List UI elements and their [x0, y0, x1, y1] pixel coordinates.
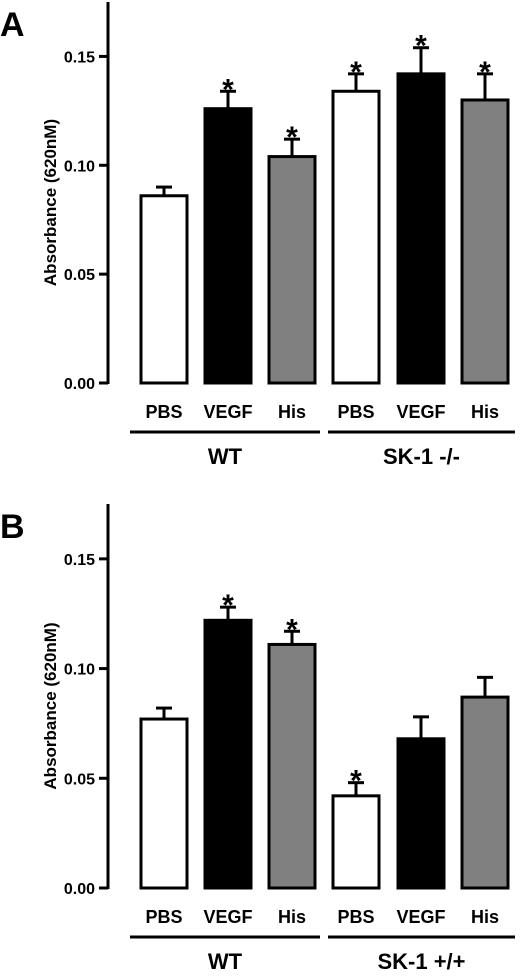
- significance-star: *: [286, 121, 298, 154]
- x-tick-label: VEGF: [396, 402, 445, 422]
- x-tick-label: His: [278, 907, 306, 927]
- significance-star: *: [415, 30, 427, 63]
- significance-star: *: [222, 73, 234, 106]
- significance-star: *: [350, 56, 362, 89]
- x-tick-label: His: [471, 402, 499, 422]
- significance-star: *: [479, 56, 491, 89]
- bar: [267, 155, 317, 385]
- bar: [331, 794, 381, 890]
- group-label: SK-1 +/+: [377, 949, 465, 974]
- x-tick-label: VEGF: [396, 907, 445, 927]
- bar: [203, 107, 253, 385]
- chart-panel-B: B Absorbance (620nM) 0.00 0.05 0.10 0.15 PBS * V…: [0, 504, 515, 974]
- y-tick-label: 0.05: [64, 771, 95, 788]
- bar: [396, 737, 446, 890]
- significance-star: *: [350, 765, 362, 798]
- bar: [139, 194, 189, 385]
- x-tick-label: VEGF: [203, 907, 252, 927]
- group-label: WT: [208, 949, 243, 974]
- bar: [203, 618, 253, 890]
- x-tick-label: PBS: [145, 907, 182, 927]
- y-tick-label: 0.10: [64, 662, 95, 679]
- y-tick-label: 0.00: [64, 376, 95, 393]
- y-tick-label: 0.15: [64, 552, 95, 569]
- significance-star: *: [286, 613, 298, 646]
- bar: [460, 98, 510, 385]
- y-tick-label: 0.05: [64, 267, 95, 284]
- x-tick-label: PBS: [337, 402, 374, 422]
- bar: [139, 717, 189, 890]
- y-tick-label: 0.00: [64, 881, 95, 898]
- group-label: SK-1 -/-: [383, 444, 460, 469]
- y-axis-title: Absorbance (620nM): [41, 622, 60, 789]
- panel-label: A: [0, 6, 25, 44]
- bar: [267, 642, 317, 890]
- bar: [460, 695, 510, 890]
- y-tick-label: 0.10: [64, 158, 95, 175]
- y-tick-label: 0.15: [64, 49, 95, 66]
- x-tick-label: His: [471, 907, 499, 927]
- panel-label: B: [0, 508, 25, 546]
- chart-panel-A: A Absorbance (620nM) 0.00 0.05 0.10 0.15 PBS * V…: [0, 2, 515, 469]
- bar: [396, 72, 446, 385]
- x-tick-label: His: [278, 402, 306, 422]
- group-label: WT: [208, 444, 243, 469]
- x-tick-label: PBS: [145, 402, 182, 422]
- y-axis-title: Absorbance (620nM): [41, 119, 60, 286]
- significance-star: *: [222, 589, 234, 622]
- x-tick-label: VEGF: [203, 402, 252, 422]
- x-tick-label: PBS: [337, 907, 374, 927]
- bar: [331, 89, 381, 385]
